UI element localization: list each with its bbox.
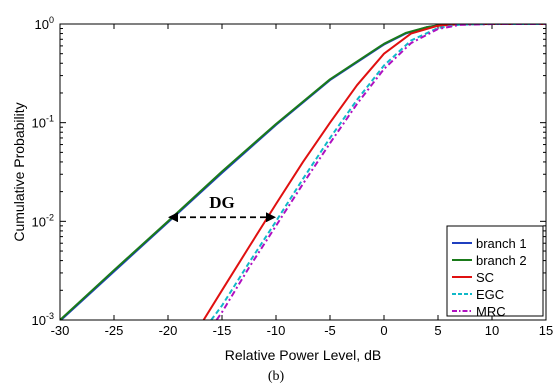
legend-label: MRC <box>476 304 506 319</box>
x-tick-label: 10 <box>485 323 499 338</box>
legend-label: branch 2 <box>476 253 527 268</box>
x-axis-label: Relative Power Level, dB <box>225 347 381 363</box>
legend-label: EGC <box>476 287 504 302</box>
x-tick-labels: -30 -25 -20 -15 -10 -5 0 5 10 15 <box>51 323 554 338</box>
y-axis-label: Cumulative Probability <box>11 102 27 241</box>
y-tick-base: 10 <box>32 214 46 229</box>
figure-caption: (b) <box>268 369 285 384</box>
y-tick-exponent: -2 <box>46 212 54 222</box>
legend: branch 1 branch 2 SC EGC MRC <box>446 225 544 319</box>
y-tick-label: 10-2 <box>32 212 54 229</box>
y-tick-label: 10-1 <box>32 114 54 131</box>
y-tick-base: 10 <box>32 116 46 131</box>
y-tick-exponent: -3 <box>46 311 54 321</box>
x-tick-label: -15 <box>213 323 232 338</box>
x-tick-label: 5 <box>434 323 441 338</box>
x-tick-label: -5 <box>324 323 336 338</box>
y-tick-base: 10 <box>35 17 49 32</box>
x-tick-label: 15 <box>539 323 553 338</box>
series-line-mrc <box>215 24 546 320</box>
y-tick-label: 100 <box>35 15 54 32</box>
y-tick-label: 10-3 <box>32 311 54 328</box>
y-tick-base: 10 <box>32 313 46 328</box>
y-tick-exponent: -1 <box>46 114 54 124</box>
legend-label: branch 1 <box>476 236 527 251</box>
x-tick-label: -30 <box>51 323 70 338</box>
x-tick-label: -20 <box>159 323 178 338</box>
x-tick-label: -10 <box>267 323 286 338</box>
dg-annotation: DG <box>168 193 276 223</box>
x-tick-label: -25 <box>105 323 124 338</box>
x-tick-label: 0 <box>380 323 387 338</box>
dg-label: DG <box>209 193 235 212</box>
legend-box <box>446 225 544 317</box>
y-tick-exponent: 0 <box>49 15 54 25</box>
plot-frame <box>59 23 547 321</box>
series-line-egc <box>210 24 546 320</box>
legend-label: SC <box>476 270 494 285</box>
